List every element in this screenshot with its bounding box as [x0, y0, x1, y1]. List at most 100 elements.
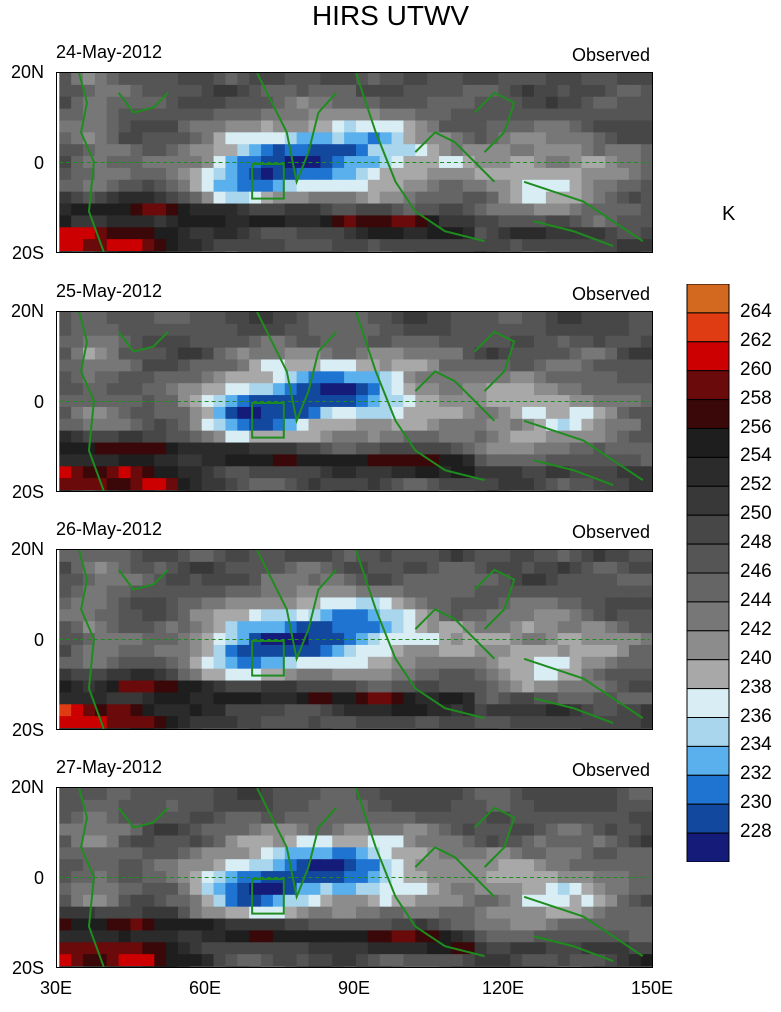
- contour-cell: [118, 906, 131, 920]
- contour-cell: [617, 478, 630, 491]
- contour-cell: [379, 644, 393, 658]
- contour-cell: [581, 215, 594, 228]
- contour-cell: [284, 835, 298, 848]
- contour-cell: [332, 359, 345, 372]
- contour-cell: [225, 561, 238, 575]
- contour-cell: [474, 227, 488, 240]
- contour-cell: [272, 406, 286, 420]
- contour-cell: [593, 942, 606, 955]
- contour-cell: [344, 644, 357, 658]
- contour-cell: [106, 227, 120, 240]
- contour-cell: [605, 203, 618, 216]
- contour-cell: [130, 835, 143, 848]
- contour-cell: [201, 597, 215, 610]
- contour-cell: [628, 251, 642, 252]
- contour-cell: [355, 954, 369, 967]
- contour-cell: [177, 716, 191, 729]
- contour-cell: [640, 156, 652, 169]
- contour-cell: [439, 656, 452, 670]
- contour-cell: [403, 656, 416, 670]
- contour-cell: [284, 323, 298, 337]
- contour-cell: [249, 716, 262, 729]
- contour-cell: [367, 312, 381, 325]
- contour-cell: [391, 550, 404, 563]
- contour-cell: [59, 680, 72, 693]
- contour-cell: [533, 406, 547, 420]
- contour-cell: [296, 680, 310, 693]
- contour-cell: [201, 550, 215, 563]
- contour-cell: [450, 84, 464, 98]
- contour-cell: [474, 167, 488, 181]
- colorbar-swatch: [686, 284, 730, 314]
- contour-cell: [154, 120, 167, 133]
- contour-cell: [201, 859, 215, 872]
- contour-cell: [237, 633, 250, 646]
- contour-cell: [189, 704, 203, 717]
- contour-cell: [71, 347, 84, 360]
- contour-cell: [332, 550, 345, 563]
- latitude-label: 20S: [11, 720, 44, 740]
- contour-cell: [249, 132, 262, 145]
- contour-cell: [462, 680, 476, 693]
- contour-cell: [59, 918, 72, 931]
- contour-cell: [332, 906, 345, 920]
- contour-cell: [581, 835, 594, 848]
- contour-cell: [118, 823, 131, 836]
- contour-cell: [225, 728, 238, 729]
- contour-cell: [605, 144, 618, 157]
- contour-cell: [249, 704, 262, 717]
- contour-cell: [130, 609, 143, 622]
- contour-cell: [118, 108, 131, 121]
- contour-cell: [142, 704, 155, 717]
- contour-cell: [367, 668, 381, 682]
- contour-cell: [71, 918, 84, 931]
- contour-cell: [189, 573, 203, 587]
- contour-cell: [189, 323, 203, 337]
- contour-cell: [225, 239, 238, 252]
- contour-cell: [201, 918, 215, 931]
- contour-cell: [94, 73, 108, 86]
- contour-cell: [415, 668, 428, 682]
- contour-cell: [142, 478, 155, 491]
- contour-cell: [439, 882, 452, 896]
- contour-cell: [177, 918, 191, 931]
- contour-cell: [605, 942, 618, 955]
- contour-cell: [379, 942, 393, 955]
- contour-cell: [166, 167, 179, 181]
- contour-cell: [569, 84, 582, 98]
- contour-cell: [415, 359, 428, 372]
- contour-cell: [498, 918, 511, 931]
- contour-cell: [118, 799, 131, 813]
- contour-cell: [498, 383, 511, 396]
- contour-cell: [498, 847, 511, 860]
- contour-cell: [296, 906, 310, 920]
- contour-cell: [118, 788, 131, 801]
- contour-cell: [355, 395, 369, 408]
- contour-cell: [439, 644, 452, 658]
- contour-cell: [628, 585, 642, 598]
- contour-cell: [320, 347, 333, 360]
- contour-cell: [130, 573, 143, 587]
- contour-cell: [367, 716, 381, 729]
- contour-cell: [130, 550, 143, 563]
- contour-cell: [391, 156, 404, 169]
- contour-cell: [106, 156, 120, 169]
- contour-cell: [261, 490, 274, 491]
- contour-cell: [71, 633, 84, 646]
- contour-cell: [296, 251, 310, 252]
- contour-cell: [71, 942, 84, 955]
- contour-cell: [94, 692, 108, 705]
- contour-cell: [439, 395, 452, 408]
- contour-cell: [142, 871, 155, 884]
- contour-cell: [225, 954, 238, 967]
- contour-cell: [142, 395, 155, 408]
- contour-cell: [59, 227, 72, 240]
- contour-cell: [237, 442, 250, 455]
- contour-cell: [474, 84, 488, 98]
- contour-cell: [581, 478, 594, 491]
- contour-cell: [439, 799, 452, 813]
- contour-cell: [640, 811, 652, 825]
- contour-cell: [355, 454, 369, 467]
- contour-cell: [130, 954, 143, 967]
- contour-cell: [249, 179, 262, 193]
